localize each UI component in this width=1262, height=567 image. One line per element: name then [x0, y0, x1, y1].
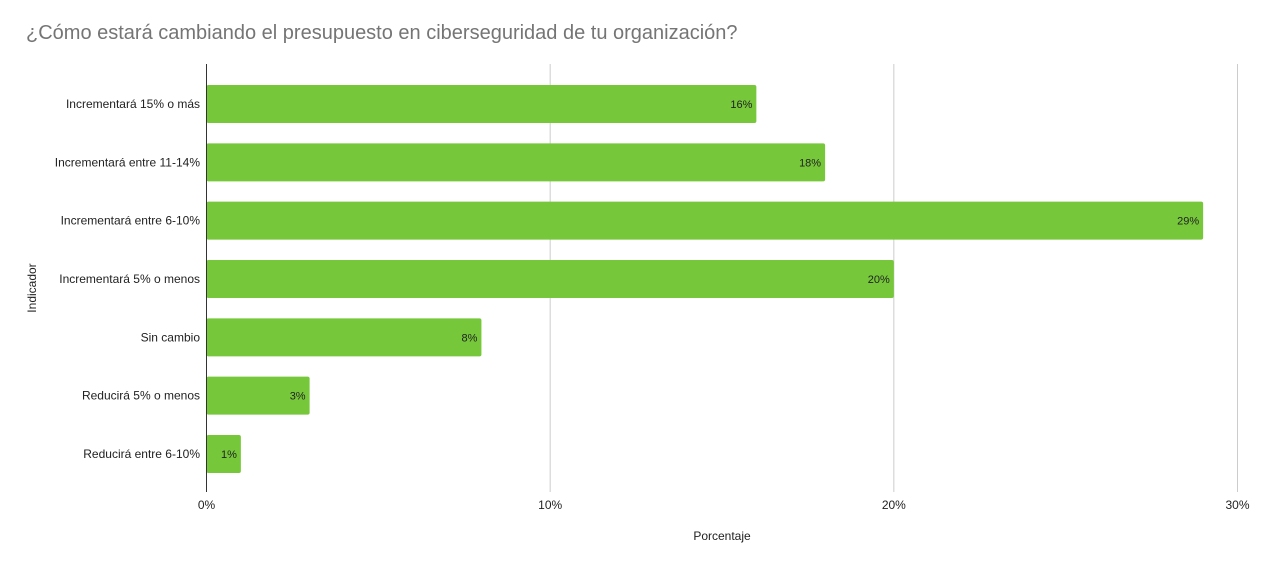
bar [206, 434, 241, 473]
bar [206, 376, 310, 415]
data-label: 16% [730, 99, 752, 111]
data-label: 29% [1177, 216, 1199, 228]
data-label: 3% [290, 391, 306, 403]
category-label: Incrementará entre 11-14% [55, 155, 201, 169]
category-label: Incrementará entre 6-10% [61, 214, 201, 228]
data-label: 20% [868, 274, 890, 286]
category-label: Reducirá 5% o menos [82, 389, 200, 403]
bar [206, 259, 894, 298]
x-tick-label: 0% [198, 498, 216, 512]
bar [206, 201, 1204, 240]
x-tick-label: 20% [882, 498, 906, 512]
bar [206, 318, 482, 357]
data-label: 1% [221, 449, 237, 461]
x-tick-label: 10% [538, 498, 562, 512]
category-label: Incrementará 5% o menos [59, 272, 200, 286]
category-label: Incrementará 15% o más [66, 97, 200, 111]
category-label: Sin cambio [141, 330, 201, 344]
chart-title: ¿Cómo estará cambiando el presupuesto en… [26, 22, 738, 44]
x-axis-title: Porcentaje [693, 529, 751, 543]
bar [206, 85, 757, 123]
x-tick-label: 30% [1225, 498, 1249, 512]
data-label: 18% [799, 157, 821, 169]
y-axis-title: Indicador [25, 263, 39, 312]
data-label: 8% [462, 332, 478, 344]
category-label: Reducirá entre 6-10% [83, 447, 200, 461]
bar [206, 143, 826, 182]
